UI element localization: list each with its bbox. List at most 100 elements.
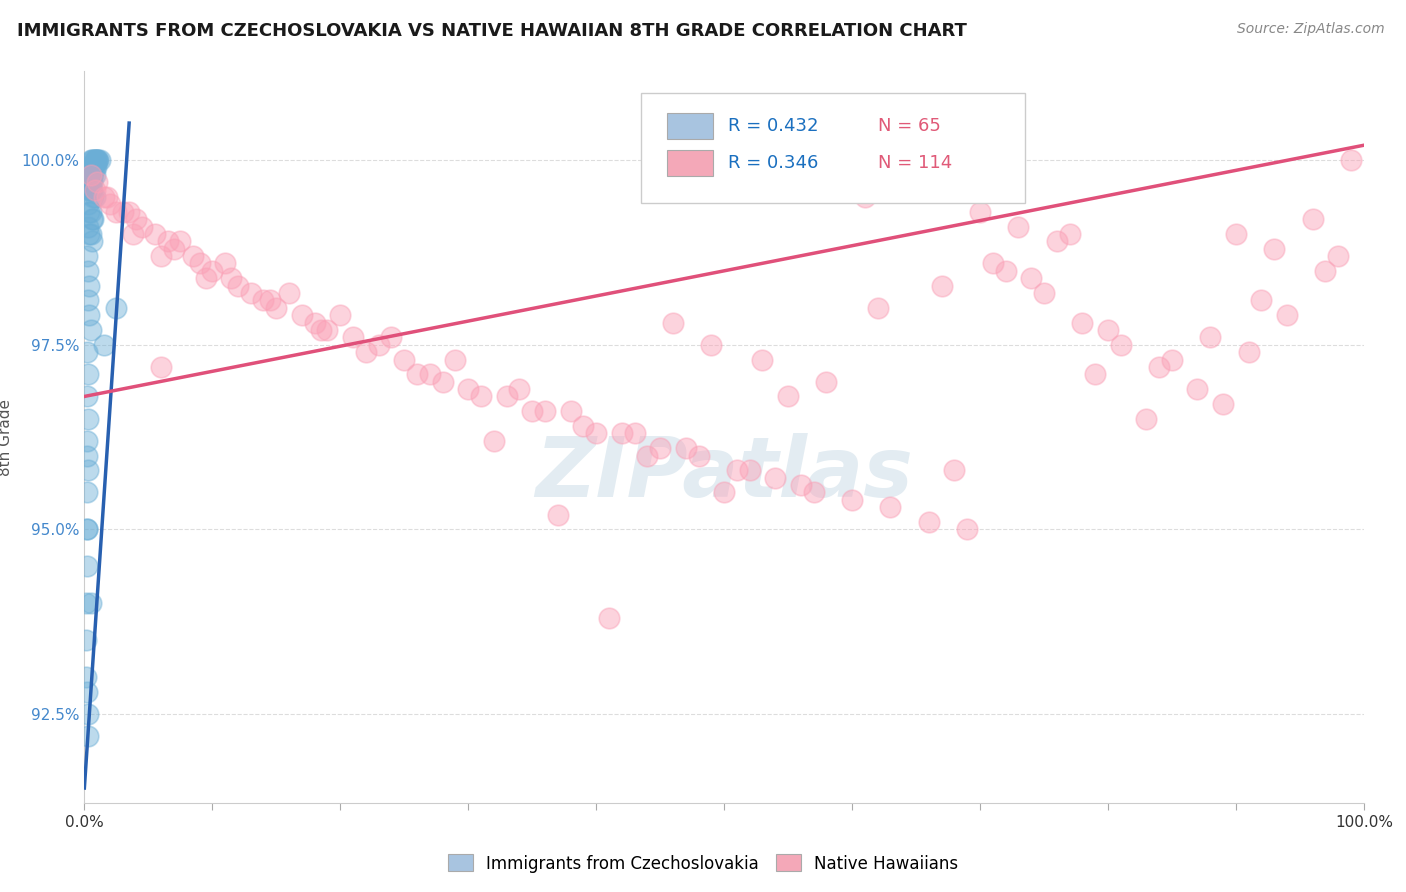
Point <box>87 153 110 167</box>
Point <box>713 485 735 500</box>
Point <box>1315 264 1337 278</box>
Point <box>879 500 901 515</box>
Point <box>75 596 97 610</box>
Text: ZIPatlas: ZIPatlas <box>536 434 912 514</box>
Point <box>80 168 103 182</box>
Point <box>1250 293 1272 308</box>
Point <box>815 375 838 389</box>
Point <box>77 729 100 743</box>
Point <box>82 153 104 167</box>
Point <box>1237 345 1260 359</box>
Point <box>264 301 288 315</box>
Point <box>866 301 889 315</box>
Point <box>226 278 249 293</box>
Text: R = 0.432: R = 0.432 <box>728 117 818 136</box>
Point <box>751 352 773 367</box>
Point <box>969 204 991 219</box>
Legend: Immigrants from Czechoslovakia, Native Hawaiians: Immigrants from Czechoslovakia, Native H… <box>441 847 965 880</box>
Point <box>76 559 98 574</box>
Point <box>83 168 105 182</box>
Point <box>86 153 108 167</box>
Point <box>80 227 103 241</box>
Point <box>80 153 103 167</box>
Point <box>585 426 607 441</box>
Point <box>432 375 454 389</box>
Point <box>80 323 103 337</box>
Point <box>725 463 748 477</box>
Point <box>316 323 339 337</box>
Point <box>1109 337 1132 351</box>
Point <box>105 204 128 219</box>
Point <box>82 168 104 182</box>
Point <box>150 359 173 374</box>
Point <box>80 235 103 249</box>
Point <box>79 204 101 219</box>
Point <box>367 337 389 351</box>
Text: R = 0.346: R = 0.346 <box>728 153 818 172</box>
Point <box>77 293 100 308</box>
Point <box>80 175 103 189</box>
Point <box>778 389 800 403</box>
Point <box>79 278 101 293</box>
Text: N = 65: N = 65 <box>877 117 941 136</box>
Point <box>790 478 813 492</box>
Point <box>994 264 1017 278</box>
Point <box>610 426 633 441</box>
Point <box>82 161 104 175</box>
Point <box>143 227 166 241</box>
Point <box>1059 227 1081 241</box>
Point <box>80 168 103 182</box>
Point <box>163 242 186 256</box>
Point <box>80 161 103 175</box>
Point <box>194 271 217 285</box>
Point <box>495 389 517 403</box>
Point <box>75 633 97 648</box>
Point <box>918 515 941 529</box>
Point <box>943 463 966 477</box>
Point <box>1097 323 1119 337</box>
Text: IMMIGRANTS FROM CZECHOSLOVAKIA VS NATIVE HAWAIIAN 8TH GRADE CORRELATION CHART: IMMIGRANTS FROM CZECHOSLOVAKIA VS NATIVE… <box>17 22 967 40</box>
Point <box>93 190 115 204</box>
Point <box>105 301 128 315</box>
Point <box>1032 285 1054 300</box>
Point <box>1212 397 1234 411</box>
Point <box>76 434 98 448</box>
Point <box>181 249 204 263</box>
Point <box>77 264 100 278</box>
Point <box>905 175 928 189</box>
Point <box>853 190 876 204</box>
Point <box>76 523 98 537</box>
Point <box>259 293 281 308</box>
Point <box>93 337 115 351</box>
Point <box>77 411 100 425</box>
Point <box>80 161 103 175</box>
Point <box>981 256 1004 270</box>
Point <box>1046 235 1069 249</box>
Point <box>841 492 863 507</box>
Point <box>534 404 557 418</box>
Point <box>76 389 98 403</box>
Point <box>75 670 97 684</box>
Point <box>80 175 103 189</box>
Point <box>150 249 173 263</box>
Point <box>83 183 105 197</box>
Point <box>342 330 364 344</box>
Point <box>111 204 134 219</box>
Point <box>470 389 492 403</box>
Point <box>76 485 98 500</box>
Point <box>1275 308 1298 322</box>
Point <box>444 352 467 367</box>
FancyBboxPatch shape <box>666 150 713 176</box>
Point <box>522 404 544 418</box>
Point <box>221 271 243 285</box>
Point <box>79 175 101 189</box>
Point <box>118 204 141 219</box>
Point <box>688 449 710 463</box>
Point <box>956 523 979 537</box>
Point <box>79 227 101 241</box>
Point <box>131 219 153 234</box>
Text: Source: ZipAtlas.com: Source: ZipAtlas.com <box>1237 22 1385 37</box>
FancyBboxPatch shape <box>666 113 713 139</box>
Point <box>80 596 103 610</box>
Point <box>1225 227 1247 241</box>
